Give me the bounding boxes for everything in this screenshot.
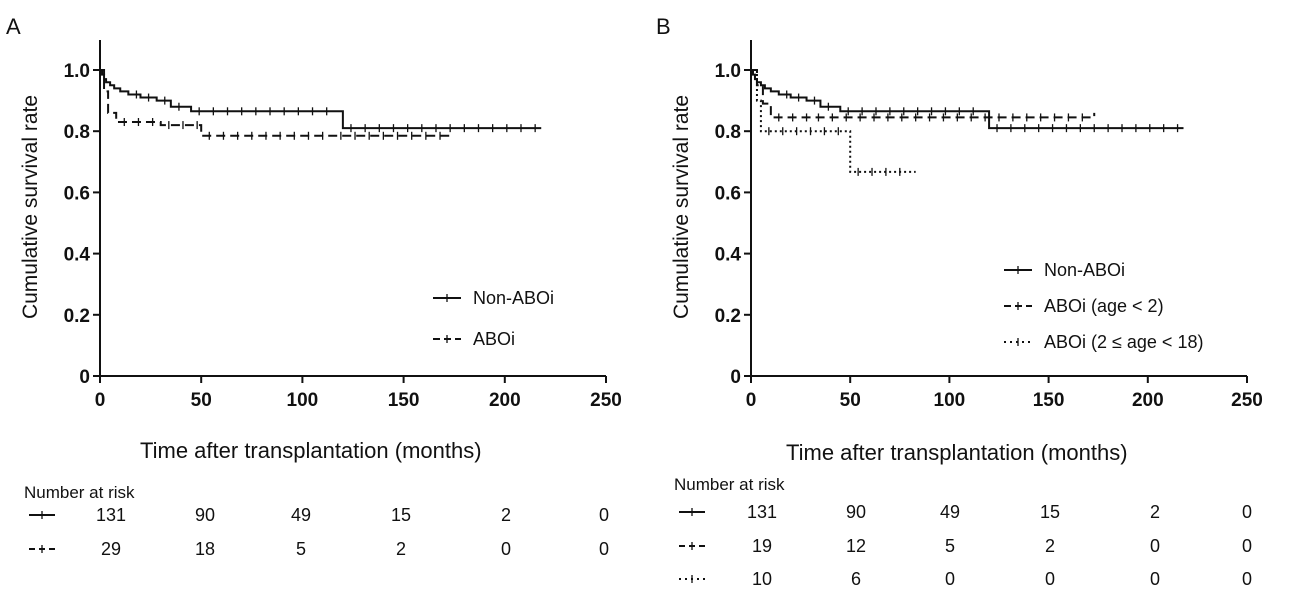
risk-count: 15 [1039, 502, 1061, 522]
risk-count: 2 [500, 505, 512, 525]
risk-count: 49 [939, 502, 961, 522]
risk-row-symbol [29, 545, 55, 553]
risk-row-symbol [679, 508, 705, 516]
risk-count: 12 [845, 536, 867, 556]
risk-count: 90 [845, 502, 867, 522]
y-tick-label: 0.2 [715, 306, 741, 327]
series-line [100, 69, 542, 130]
risk-count: 49 [290, 505, 312, 525]
panel-label: B [656, 14, 671, 39]
risk-row: 29 18 5 2 0 0 [0, 539, 640, 561]
risk-table-title: Number at risk [674, 475, 785, 494]
legend-label: ABOi (age < 2) [1044, 296, 1164, 316]
risk-count: 90 [194, 505, 216, 525]
risk-count: 0 [1149, 569, 1161, 589]
risk-count: 0 [944, 569, 956, 589]
x-tick-label: 250 [1231, 390, 1263, 411]
series-line [751, 69, 916, 173]
risk-row: 19 12 5 2 0 0 [650, 536, 1289, 558]
y-tick-label: 0.2 [64, 306, 90, 327]
x-tick-label: 200 [489, 390, 521, 411]
risk-count: 2 [1149, 502, 1161, 522]
risk-count: 5 [944, 536, 956, 556]
x-tick-label: 100 [934, 390, 966, 411]
x-tick-label: 0 [95, 390, 106, 411]
panel-b: B Cumulative survival rate 0 0.2 0.4 0.6 0.8… [650, 0, 1289, 600]
y-tick-label: 1.0 [64, 61, 90, 82]
legend-label: ABOi [473, 329, 515, 349]
risk-count: 0 [1241, 536, 1253, 556]
risk-count: 2 [1044, 536, 1056, 556]
survival-chart-b: 0 0.2 0.4 0.6 0.8 1.0 0 50 100 150 200 250 Non-ABOi A… [715, 40, 1263, 411]
risk-count: 0 [1044, 569, 1056, 589]
x-tick-label: 0 [746, 390, 757, 411]
panel-a: A Cumulative survival rate 0 0.2 0.4 0.6 0.8… [0, 0, 640, 600]
y-tick-label: 1.0 [715, 61, 741, 82]
y-tick-label: 0.8 [715, 122, 741, 143]
risk-count: 29 [100, 539, 122, 559]
risk-count: 15 [390, 505, 412, 525]
risk-count: 5 [295, 539, 307, 559]
risk-count: 6 [850, 569, 862, 589]
risk-row-symbol [29, 511, 55, 519]
risk-count: 0 [598, 505, 610, 525]
risk-count: 0 [598, 539, 610, 559]
risk-row: 10 6 0 0 0 0 [650, 569, 1289, 591]
x-tick-label: 50 [840, 390, 861, 411]
risk-count: 0 [1149, 536, 1161, 556]
risk-count: 18 [194, 539, 216, 559]
survival-chart-a: 0 0.2 0.4 0.6 0.8 1.0 0 50 100 150 200 250 Non-ABOi A… [64, 40, 622, 411]
x-tick-label: 250 [590, 390, 622, 411]
x-axis-label: Time after transplantation (months) [140, 438, 482, 463]
series-line [751, 69, 1096, 119]
x-tick-label: 150 [1033, 390, 1065, 411]
legend-label: Non-ABOi [473, 288, 554, 308]
risk-count: 0 [500, 539, 512, 559]
risk-row-symbol [679, 542, 705, 550]
x-tick-label: 100 [287, 390, 319, 411]
y-tick-label: 0.4 [715, 245, 742, 266]
y-tick-label: 0.4 [64, 245, 91, 266]
x-tick-label: 50 [191, 390, 212, 411]
risk-count: 2 [395, 539, 407, 559]
y-tick-label: 0.6 [64, 183, 90, 204]
risk-table-title: Number at risk [24, 483, 135, 502]
risk-count: 131 [746, 502, 778, 522]
panel-label: A [6, 14, 21, 39]
x-tick-label: 150 [388, 390, 420, 411]
y-tick-label: 0 [79, 367, 90, 388]
legend-label: Non-ABOi [1044, 260, 1125, 280]
risk-row: 131 90 49 15 2 0 [650, 502, 1289, 524]
x-axis-label: Time after transplantation (months) [786, 440, 1128, 465]
risk-count: 131 [95, 505, 127, 525]
risk-count: 0 [1241, 502, 1253, 522]
risk-count: 19 [751, 536, 773, 556]
x-tick-label: 200 [1132, 390, 1164, 411]
risk-count: 0 [1241, 569, 1253, 589]
y-tick-label: 0.8 [64, 122, 90, 143]
risk-count: 10 [751, 569, 773, 589]
risk-row: 131 90 49 15 2 0 [0, 505, 640, 527]
y-tick-label: 0.6 [715, 183, 741, 204]
risk-row-symbol [679, 575, 705, 583]
legend-label: ABOi (2 ≤ age < 18) [1044, 332, 1203, 352]
series-line [751, 69, 1184, 130]
y-tick-label: 0 [730, 367, 741, 388]
